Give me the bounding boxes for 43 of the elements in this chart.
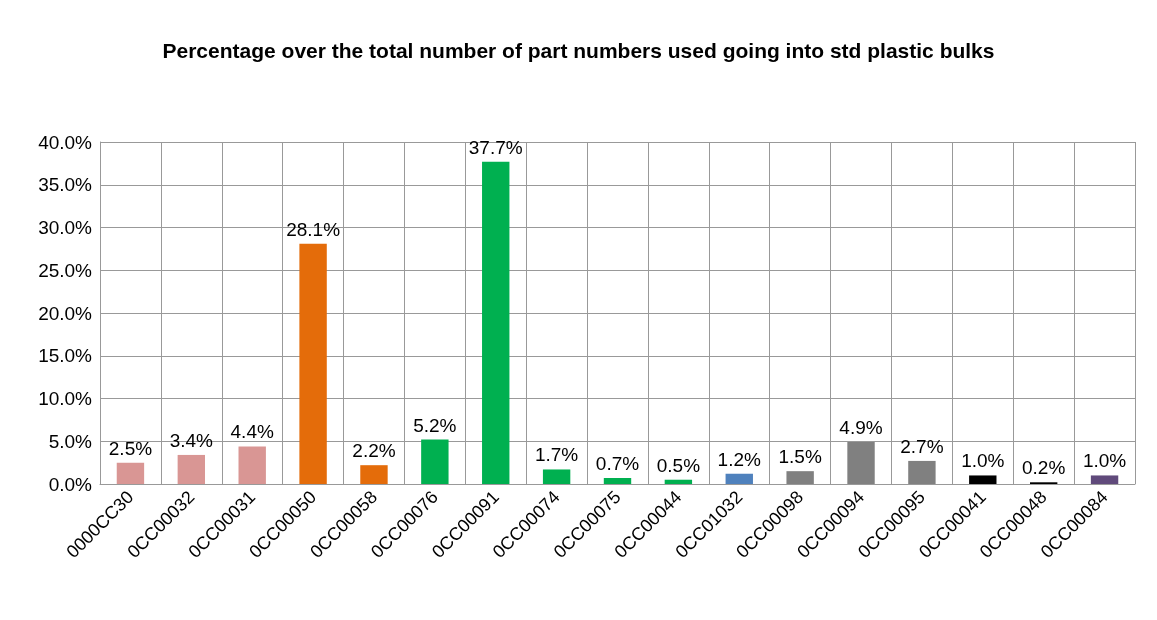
y-tick-label: 30.0% [38, 217, 93, 238]
data-label: 1.5% [778, 446, 822, 468]
bar [482, 161, 510, 484]
data-label: 4.9% [839, 417, 883, 439]
data-label: 1.0% [1082, 450, 1127, 472]
data-label: 1.2% [717, 448, 762, 470]
bar [116, 462, 145, 484]
bar [786, 471, 814, 484]
bar [969, 475, 997, 484]
y-tick-label: 25.0% [38, 259, 93, 281]
data-label: 0.5% [656, 454, 701, 476]
bar [299, 243, 327, 484]
chart-title: Percentage over the total number of part numbers used going into std plastic bulks [162, 38, 995, 62]
bar [421, 439, 449, 484]
data-label: 1.0% [961, 450, 1005, 472]
bar [238, 446, 266, 484]
data-label: 2.2% [352, 440, 396, 462]
bar [177, 454, 206, 484]
bar [360, 465, 388, 484]
y-tick-label: 20.0% [38, 302, 93, 324]
bar [664, 479, 693, 484]
data-label: 4.4% [230, 421, 274, 443]
bar [847, 442, 875, 484]
data-label: 2.7% [900, 435, 944, 457]
data-label: 5.2% [413, 414, 457, 436]
data-label: 0.2% [1022, 457, 1066, 479]
bar [908, 460, 936, 484]
y-tick-label: 5.0% [48, 430, 93, 452]
data-label: 3.4% [169, 429, 214, 451]
bar [603, 478, 632, 484]
y-tick-label: 40.0% [38, 131, 93, 153]
bar [1090, 475, 1119, 484]
y-tick-label: 10.0% [38, 388, 93, 409]
data-label: 28.1% [286, 218, 341, 240]
bar [725, 473, 753, 484]
data-label: 37.7% [468, 136, 523, 158]
y-tick-label: 15.0% [38, 345, 93, 367]
data-label: 0.7% [595, 453, 640, 475]
y-tick-label: 35.0% [38, 174, 93, 196]
y-tick-label: 0.0% [48, 473, 93, 495]
data-label: 2.5% [108, 437, 153, 459]
bar [542, 469, 571, 484]
data-label: 1.7% [534, 444, 579, 466]
